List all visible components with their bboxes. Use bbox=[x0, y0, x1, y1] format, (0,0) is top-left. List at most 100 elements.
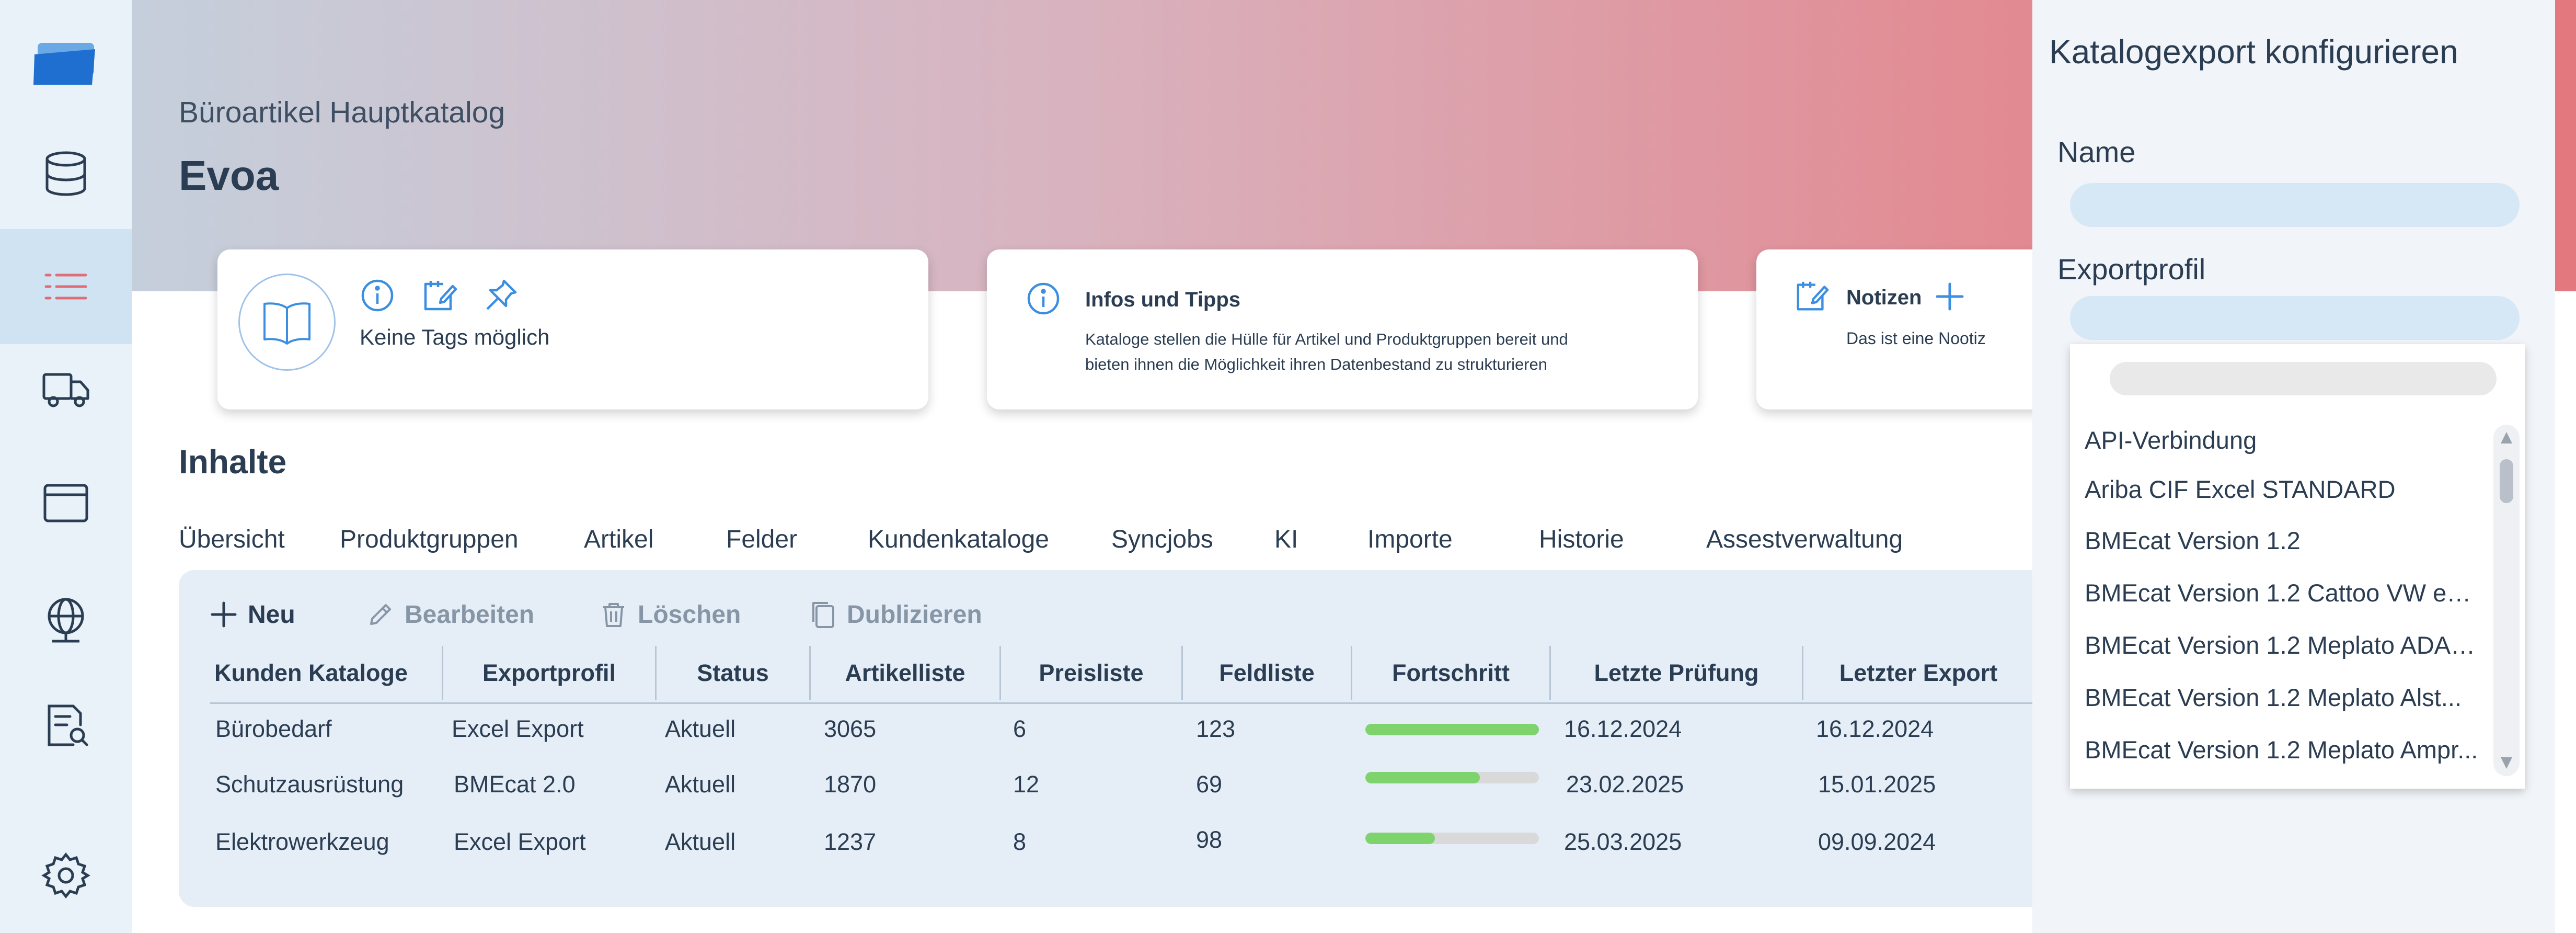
catalog-name: Schutzausrüstung bbox=[215, 771, 404, 798]
catalog-image[interactable] bbox=[238, 274, 336, 371]
panel-title: Katalogexport konfigurieren bbox=[2049, 33, 2458, 71]
breadcrumb[interactable]: Büroartikel Hauptkatalog bbox=[179, 96, 505, 129]
column-header-article-list[interactable]: Artikelliste bbox=[845, 659, 965, 686]
dropdown-search-input[interactable] bbox=[2110, 362, 2497, 395]
edit-button-label: Bearbeiten bbox=[405, 600, 535, 629]
column-header-status[interactable]: Status bbox=[697, 659, 769, 686]
info-icon[interactable] bbox=[359, 277, 396, 314]
field-count: 98 bbox=[1196, 826, 1223, 853]
column-header-price-list[interactable]: Preisliste bbox=[1039, 659, 1144, 686]
status: Aktuell bbox=[665, 771, 736, 798]
add-note-icon[interactable] bbox=[1933, 280, 1966, 313]
dropdown-option[interactable]: BMEcat Version 1.2 Meplato ADAC... bbox=[2085, 631, 2482, 659]
dropdown-option[interactable]: Ariba CIF Excel STANDARD bbox=[2085, 475, 2396, 503]
column-divider bbox=[1351, 646, 1352, 700]
name-input[interactable] bbox=[2070, 183, 2520, 227]
tab-syncjobs[interactable]: Syncjobs bbox=[1111, 526, 1213, 553]
pin-icon[interactable] bbox=[482, 277, 520, 314]
folder-logo-icon[interactable] bbox=[32, 41, 99, 90]
customer-catalogs-panel bbox=[179, 570, 2113, 907]
scroll-up-icon[interactable] bbox=[2501, 432, 2512, 443]
tab-fields[interactable]: Felder bbox=[726, 526, 798, 553]
sidebar-item-documents[interactable] bbox=[0, 668, 132, 783]
gear-icon bbox=[41, 852, 90, 899]
sidebar bbox=[0, 0, 132, 933]
tab-imports[interactable]: Importe bbox=[1367, 526, 1453, 553]
dropdown-option[interactable]: BMEcat Version 1.2 Cattoo VW eCl... bbox=[2085, 579, 2482, 607]
new-button-label: Neu bbox=[248, 600, 295, 629]
notes-card: Notizen Das ist eine Nootiz bbox=[1756, 249, 2070, 409]
scrollbar-thumb[interactable] bbox=[2500, 459, 2513, 503]
trash-icon bbox=[603, 603, 624, 627]
sidebar-item-channels[interactable] bbox=[0, 446, 132, 561]
document-search-icon bbox=[48, 704, 88, 746]
scroll-down-icon[interactable] bbox=[2501, 757, 2512, 769]
edit-button[interactable]: Bearbeiten bbox=[366, 596, 534, 633]
globe-icon bbox=[48, 598, 84, 643]
last-check-date: 16.12.2024 bbox=[1564, 715, 1682, 742]
progress-fill bbox=[1365, 833, 1435, 844]
dropdown-option[interactable]: BMEcat Version 1.2 bbox=[2085, 527, 2301, 554]
sidebar-item-settings[interactable] bbox=[0, 818, 132, 933]
progress-bar bbox=[1365, 833, 1539, 844]
status: Aktuell bbox=[665, 828, 736, 855]
delete-button[interactable]: Löschen bbox=[599, 596, 741, 633]
field-count: 123 bbox=[1196, 715, 1236, 742]
plus-icon bbox=[211, 601, 237, 628]
tab-product-groups[interactable]: Produktgruppen bbox=[340, 526, 519, 553]
section-title: Inhalte bbox=[179, 443, 287, 481]
info-icon bbox=[1027, 282, 1060, 315]
tags-card: Keine Tags möglich bbox=[217, 249, 928, 409]
column-divider bbox=[655, 646, 657, 700]
column-header-last-check[interactable]: Letzte Prüfung bbox=[1594, 659, 1759, 686]
notepad-icon[interactable] bbox=[420, 277, 458, 314]
sidebar-item-database[interactable] bbox=[0, 116, 132, 231]
last-export-date: 09.09.2024 bbox=[1818, 828, 1936, 855]
dropdown-scrollbar[interactable] bbox=[2493, 425, 2520, 776]
column-header-last-export[interactable]: Letzter Export bbox=[1839, 659, 1998, 686]
duplicate-button[interactable]: Dublizieren bbox=[808, 596, 982, 633]
column-divider bbox=[442, 646, 443, 700]
new-button[interactable]: Neu bbox=[209, 596, 295, 633]
copy-icon bbox=[812, 602, 834, 628]
export-profile-select[interactable] bbox=[2070, 296, 2520, 340]
progress-fill bbox=[1365, 772, 1480, 783]
last-export-date: 16.12.2024 bbox=[1816, 715, 1934, 742]
catalog-name: Bürobedarf bbox=[215, 715, 332, 742]
progress-fill bbox=[1365, 724, 1539, 735]
dropdown-option[interactable]: BMEcat Version 1.2 Meplato Ampr... bbox=[2085, 736, 2478, 764]
progress-bar bbox=[1365, 772, 1539, 783]
column-header-customer-catalogs[interactable]: Kunden Kataloge bbox=[214, 659, 408, 686]
tab-articles[interactable]: Artikel bbox=[584, 526, 654, 553]
progress-bar bbox=[1365, 724, 1539, 735]
column-header-progress[interactable]: Fortschritt bbox=[1392, 659, 1510, 686]
info-card-title: Infos und Tipps bbox=[1085, 288, 1241, 311]
export-profile: Excel Export bbox=[454, 828, 586, 855]
notes-title: Notizen bbox=[1846, 286, 1922, 309]
export-profile-dropdown: API-Verbindung Ariba CIF Excel STANDARD … bbox=[2070, 344, 2525, 789]
export-profile: BMEcat 2.0 bbox=[454, 771, 576, 798]
dropdown-option[interactable]: BMEcat Version 1.2 Meplato Alst... bbox=[2085, 684, 2462, 711]
book-icon bbox=[263, 302, 310, 345]
tab-history[interactable]: Historie bbox=[1539, 526, 1624, 553]
tab-overview[interactable]: Übersicht bbox=[179, 526, 285, 553]
article-count: 1237 bbox=[824, 828, 877, 855]
browser-window-icon bbox=[43, 484, 88, 522]
sidebar-item-web[interactable] bbox=[0, 563, 132, 678]
status: Aktuell bbox=[665, 715, 736, 742]
tab-customer-catalogs[interactable]: Kundenkataloge bbox=[868, 526, 1049, 553]
info-card-text-line: Kataloge stellen die Hülle für Artikel u… bbox=[1085, 330, 1568, 348]
info-card-text-line: bieten ihnen die Möglichkeit ihren Daten… bbox=[1085, 355, 1548, 373]
column-header-export-profile[interactable]: Exportprofil bbox=[482, 659, 616, 686]
table-header-divider bbox=[210, 702, 2092, 704]
column-header-field-list[interactable]: Feldliste bbox=[1219, 659, 1315, 686]
last-check-date: 23.02.2025 bbox=[1566, 771, 1684, 798]
delete-button-label: Löschen bbox=[638, 600, 741, 629]
sidebar-item-catalogs[interactable] bbox=[0, 229, 132, 344]
field-count: 69 bbox=[1196, 771, 1223, 798]
sidebar-item-delivery[interactable] bbox=[0, 331, 132, 446]
dropdown-option[interactable]: API-Verbindung bbox=[2085, 426, 2257, 454]
tab-ai[interactable]: KI bbox=[1274, 526, 1298, 553]
tab-asset-management[interactable]: Assestverwaltung bbox=[1706, 526, 1903, 553]
info-card: Infos und Tipps Kataloge stellen die Hül… bbox=[987, 249, 1698, 409]
